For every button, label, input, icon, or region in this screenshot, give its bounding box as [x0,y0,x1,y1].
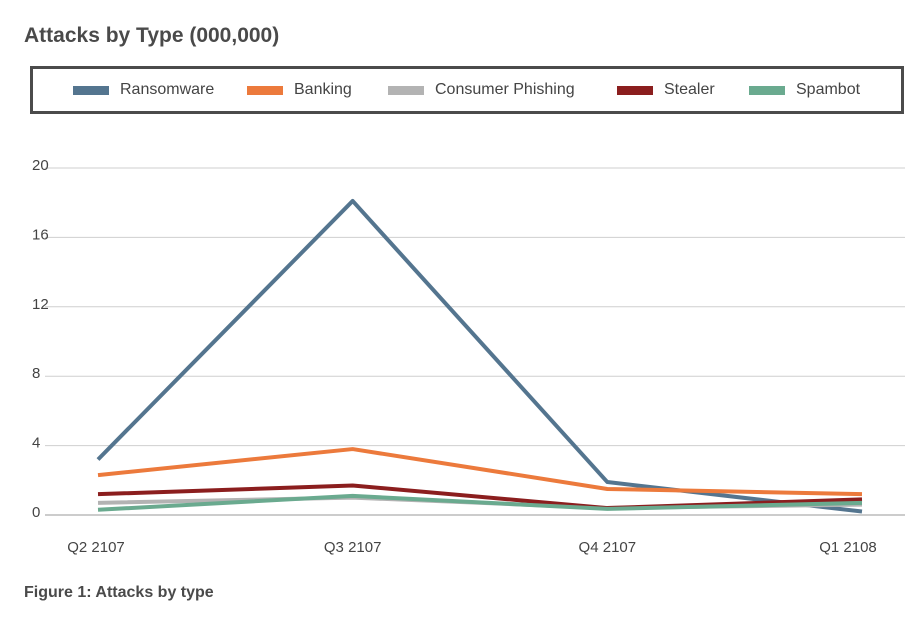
legend-swatch [388,85,424,95]
legend-swatch [749,85,785,95]
legend-swatch [617,85,653,95]
legend-label: Ransomware [120,81,215,98]
x-tick-label: Q1 2108 [819,539,877,556]
y-tick-label: 4 [32,435,40,452]
figure-caption: Figure 1: Attacks by type [24,584,214,601]
legend-label: Spambot [796,81,861,98]
legend-swatch [247,85,283,95]
series-line-spambot [97,493,863,512]
y-tick-label: 20 [32,157,49,174]
legend-item-consumer-phishing: Consumer Phishing [388,69,575,111]
legend-label: Banking [294,81,352,98]
x-tick-label: Q4 2107 [579,539,637,556]
legend-label: Consumer Phishing [435,81,575,98]
x-tick-label: Q2 2107 [67,539,125,556]
legend: Ransomware Banking Consumer Phishing Ste… [30,66,904,114]
legend-swatch [73,85,109,95]
y-tick-label: 0 [32,504,40,521]
legend-item-stealer: Stealer [617,69,715,111]
chart-title: Attacks by Type (000,000) [24,24,280,47]
series-line-ransomware [96,198,863,514]
x-tick-label: Q3 2107 [324,539,382,556]
series-line-stealer [97,483,863,511]
series-line-banking [97,447,863,497]
legend-item-spambot: Spambot [749,69,860,111]
legend-item-banking: Banking [247,69,352,111]
y-tick-label: 12 [32,296,49,313]
legend-label: Stealer [664,81,715,98]
y-tick-label: 16 [32,226,49,243]
y-tick-label: 8 [32,365,40,382]
legend-item-ransomware: Ransomware [73,69,214,111]
